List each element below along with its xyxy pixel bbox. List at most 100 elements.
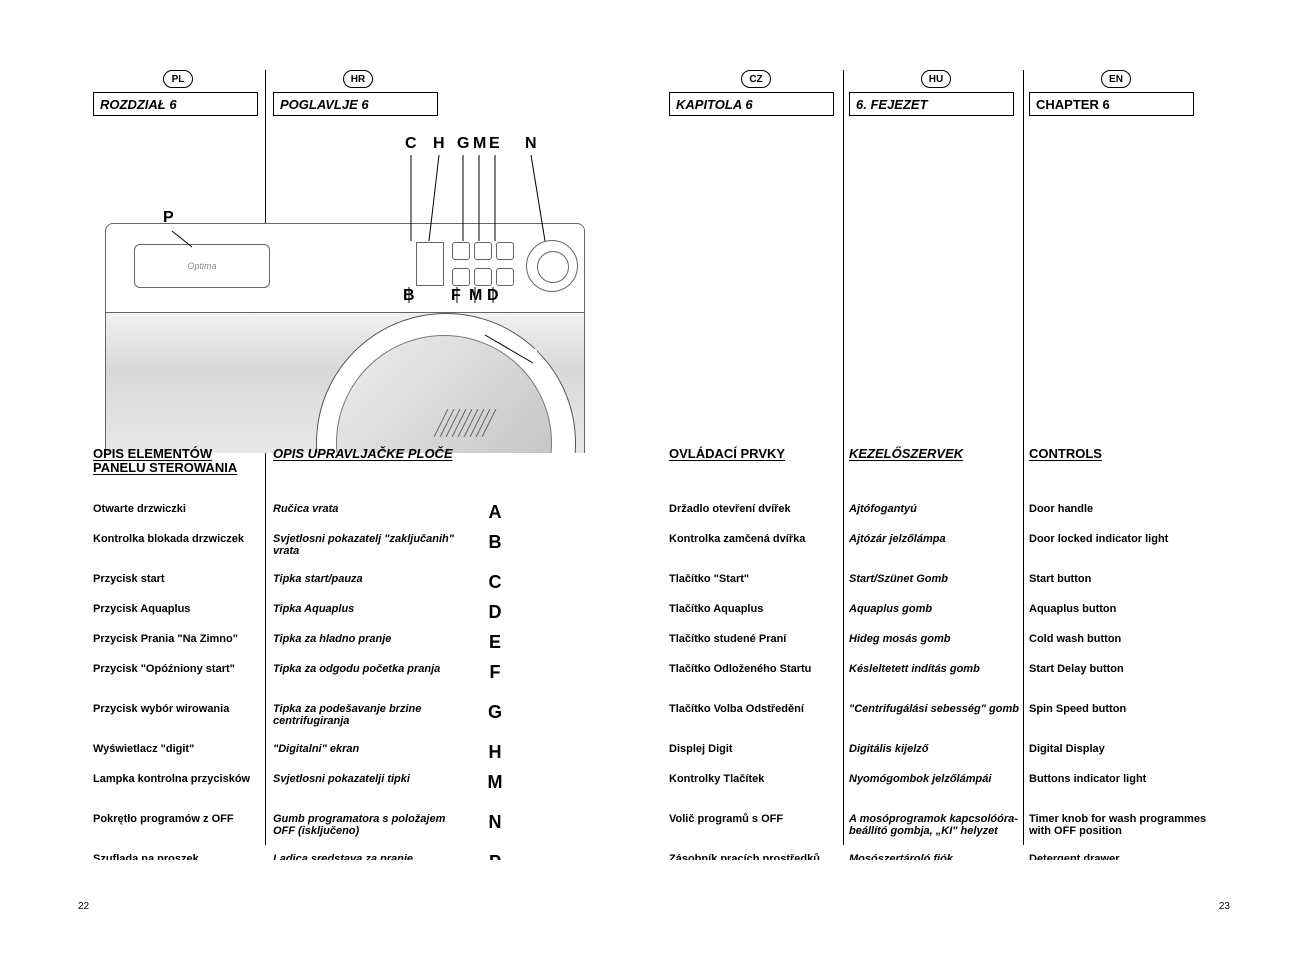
control-row: Spin Speed button [1029, 703, 1209, 735]
control-row: Tipka za podešavanje brzine centrifugira… [273, 703, 461, 735]
control-label: Tipka start/pauza [273, 573, 461, 585]
control-row: Tlačítko Odloženého Startu [669, 663, 839, 695]
col-letters: X ABCDEFGHMNP [465, 135, 545, 860]
control-row: Przycisk "Opóźniony start" [93, 663, 261, 695]
control-label: Tipka Aquaplus [273, 603, 461, 615]
control-row: Volič programů s OFF [669, 813, 839, 845]
control-label: Gumb programatora s položajem OFF (isklj… [273, 813, 461, 837]
section-title-pl: OPIS ELEMENTÓW PANELU STEROWANIA [93, 447, 261, 479]
control-row: Displej Digit [669, 743, 839, 765]
control-row: Przycisk Aquaplus [93, 603, 261, 625]
control-label: Buttons indicator light [1029, 773, 1209, 785]
control-letter: A [465, 503, 525, 523]
control-row: Tlačítko Aquaplus [669, 603, 839, 625]
section-title-en: CONTROLS [1029, 447, 1209, 479]
control-row: A mosóprogramok kapcsolóóra-beállító gom… [849, 813, 1019, 845]
lang-badge-hr: HR [343, 70, 373, 88]
control-row: "Centrifugálási sebesség" gomb [849, 703, 1019, 735]
control-row: Kontrolka blokada drzwiczek [93, 533, 261, 565]
control-row: Tipka za odgodu početka pranja [273, 663, 461, 695]
right-page: CZ HU EN KAPITOLA 6 6. FEJEZET CHAPTER 6… [653, 70, 1223, 860]
control-row: Pokrętło programów z OFF [93, 813, 261, 845]
control-row: Detergent drawer [1029, 853, 1209, 860]
col-pl: OPIS ELEMENTÓW PANELU STEROWANIA Otwarte… [93, 135, 261, 860]
rows-hr: Ručica vrata Svjetlosni pokazatelj "zaklj… [273, 503, 461, 860]
separator [1023, 70, 1024, 845]
control-row: Hideg mosás gomb [849, 633, 1019, 655]
control-letter: M [465, 773, 525, 793]
control-label: Cold wash button [1029, 633, 1209, 645]
control-row: Ajtófogantyú [849, 503, 1019, 525]
control-letter: P [465, 853, 525, 860]
control-label: Spin Speed button [1029, 703, 1209, 715]
control-row: Start/Szünet Gomb [849, 573, 1019, 595]
control-label: Aquaplus button [1029, 603, 1209, 615]
control-row: Zásobník pracích prostředků [669, 853, 839, 860]
control-label: Displej Digit [669, 743, 839, 755]
col-hr: OPIS UPRAVLJAČKE PLOČE Ručica vrata Svjet… [273, 135, 461, 860]
control-label: Tlačítko "Start" [669, 573, 839, 585]
control-label: Detergent drawer [1029, 853, 1209, 860]
control-row: Kontrolky Tlačítek [669, 773, 839, 805]
control-row: Tlačítko Volba Odstředění [669, 703, 839, 735]
control-label: Digitális kijelző [849, 743, 1019, 755]
letter-row: A [465, 503, 545, 525]
control-row: Door locked indicator light [1029, 533, 1209, 565]
control-row: Tipka za hladno pranje [273, 633, 461, 655]
chapter-box-cz: KAPITOLA 6 [669, 92, 834, 116]
lang-badge-hu: HU [921, 70, 951, 88]
control-row: Przycisk Prania "Na Zimno" [93, 633, 261, 655]
control-letter: N [465, 813, 525, 833]
control-row: Mosószertároló fiók [849, 853, 1019, 860]
control-row: Svjetlosni pokazatelj "zaključanih" vrat… [273, 533, 461, 565]
chapter-box-hu: 6. FEJEZET [849, 92, 1014, 116]
control-row: Nyomógombok jelzőlámpái [849, 773, 1019, 805]
control-row: "Digitalni" ekran [273, 743, 461, 765]
control-label: Przycisk Prania "Na Zimno" [93, 633, 261, 645]
control-row: Przycisk start [93, 573, 261, 595]
chapter-box-en: CHAPTER 6 [1029, 92, 1194, 116]
control-label: Lampka kontrolna przycisków [93, 773, 261, 785]
control-label: Aquaplus gomb [849, 603, 1019, 615]
control-label: Hideg mosás gomb [849, 633, 1019, 645]
control-label: Ajtófogantyú [849, 503, 1019, 515]
control-label: Késleltetett indítás gomb [849, 663, 1019, 675]
control-row: Tlačítko "Start" [669, 573, 839, 595]
control-row: Otwarte drzwiczki [93, 503, 261, 525]
page-number-right: 23 [1219, 901, 1230, 912]
control-label: Otwarte drzwiczki [93, 503, 261, 515]
control-row: Start Delay button [1029, 663, 1209, 695]
letter-row: P [465, 853, 545, 860]
control-label: Door locked indicator light [1029, 533, 1209, 545]
col-en: CONTROLS Door handleDoor locked indicato… [1029, 135, 1209, 860]
left-page: PL HR ROZDZIAŁ 6 POGLAVLJE 6 Optima [85, 70, 655, 860]
col-hu: KEZELŐSZERVEK Ajtófogantyú Ajtózár jelzől… [849, 135, 1019, 860]
control-label: Svjetlosni pokazatelj "zaključanih" vrat… [273, 533, 461, 557]
control-row: Cold wash button [1029, 633, 1209, 655]
control-label: Tlačítko Aquaplus [669, 603, 839, 615]
section-title-hr: OPIS UPRAVLJAČKE PLOČE [273, 447, 461, 479]
control-row: Szuflada na proszek [93, 853, 261, 860]
lang-badge-en: EN [1101, 70, 1131, 88]
control-row: Gumb programatora s položajem OFF (isklj… [273, 813, 461, 845]
control-row: Przycisk wybór wirowania [93, 703, 261, 735]
letter-row: E [465, 633, 545, 655]
control-label: Kontrolky Tlačítek [669, 773, 839, 785]
control-row: Ajtózár jelzőlámpa [849, 533, 1019, 565]
control-label: Tipka za hladno pranje [273, 633, 461, 645]
control-label: Volič programů s OFF [669, 813, 839, 825]
rows-hu: Ajtófogantyú Ajtózár jelzőlámpa Start/Szün… [849, 503, 1019, 860]
control-row: Buttons indicator light [1029, 773, 1209, 805]
control-label: Ajtózár jelzőlámpa [849, 533, 1019, 545]
control-label: Przycisk Aquaplus [93, 603, 261, 615]
control-row: Wyświetlacz "digit" [93, 743, 261, 765]
section-title-hu: KEZELŐSZERVEK [849, 447, 1019, 479]
control-label: Pokrętło programów z OFF [93, 813, 261, 825]
control-label: Tlačítko studené Praní [669, 633, 839, 645]
rows-pl: Otwarte drzwiczki Kontrolka blokada drzwi… [93, 503, 261, 860]
control-label: Ručica vrata [273, 503, 461, 515]
control-label: Držadlo otevření dvířek [669, 503, 839, 515]
control-label: Kontrolka blokada drzwiczek [93, 533, 261, 545]
control-label: Wyświetlacz "digit" [93, 743, 261, 755]
control-label: Przycisk start [93, 573, 261, 585]
